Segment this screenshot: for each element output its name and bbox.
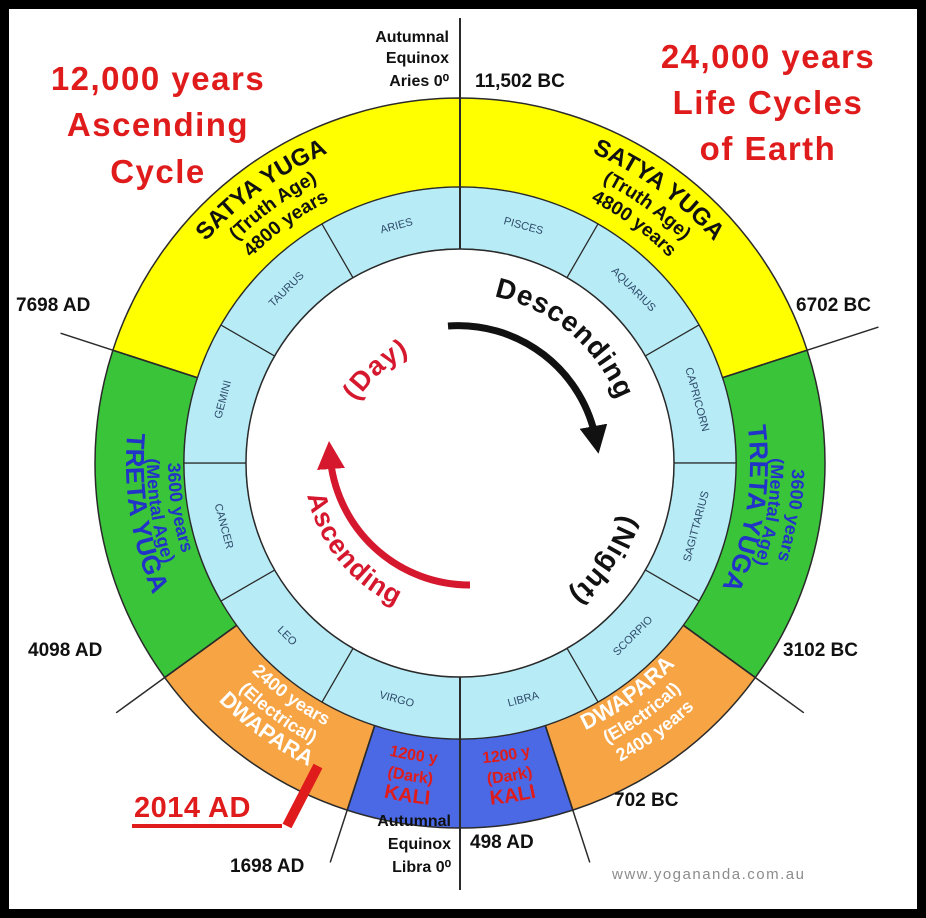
current-year-pointer [282, 763, 323, 829]
line-6702bc [722, 326, 879, 379]
ascending-title-line-1: 12,000 years [51, 60, 265, 97]
life-cycles-title: 24,000 years Life Cycles of Earth [661, 38, 875, 167]
equinox-top-line-3: Aries 0⁰ [389, 73, 449, 90]
equinox-top: Autumnal Equinox Aries 0⁰ [375, 29, 449, 90]
life-cycles-title-line-1: 24,000 years [661, 38, 875, 75]
date-top: 11,502 BC [475, 71, 565, 92]
current-year-label: 2014 AD [134, 792, 251, 824]
equinox-bottom-line-2: Equinox [388, 836, 451, 853]
equinox-bottom-line-1: Autumnal [377, 813, 451, 830]
descending-arrow [447, 322, 608, 454]
date-upper-left: 7698 AD [16, 295, 90, 316]
credit-url: www.yogananda.com.au [611, 866, 805, 883]
line-3102bc [682, 624, 805, 714]
equinox-bottom-line-3: Libra 0⁰ [392, 859, 451, 876]
boundary-lines [60, 18, 879, 890]
date-lower-right: 3102 BC [783, 640, 858, 661]
current-year-marker: 2014 AD [132, 763, 323, 829]
equinox-top-line-2: Equinox [386, 50, 449, 67]
life-cycles-title-line-2: Life Cycles [673, 84, 864, 121]
date-kali-boundary: 702 BC [614, 790, 679, 811]
ascending-title-line-2: Ascending [67, 106, 249, 143]
yuga-label-kali-left: (Dark) [386, 764, 434, 788]
life-cycles-title-line-3: of Earth [700, 130, 837, 167]
equinox-bottom: Autumnal Equinox Libra 0⁰ [377, 813, 451, 876]
ascending-arrow [317, 441, 471, 589]
yuga-label-kali-right: (Dark) [486, 764, 534, 788]
ascending-title: 12,000 years Ascending Cycle [51, 60, 265, 190]
line-702bc [544, 725, 591, 863]
ascending-title-line-3: Cycle [110, 153, 206, 190]
line-1698ad [329, 725, 376, 863]
line-7698ad [60, 332, 198, 379]
equinox-top-line-1: Autumnal [375, 29, 449, 46]
date-lower-left: 4098 AD [28, 640, 102, 661]
center-area [245, 248, 675, 678]
date-bottom-left: 1698 AD [230, 856, 304, 877]
line-4098ad [115, 624, 238, 714]
date-upper-right: 6702 BC [796, 295, 871, 316]
date-bottom: 498 AD [470, 832, 534, 853]
